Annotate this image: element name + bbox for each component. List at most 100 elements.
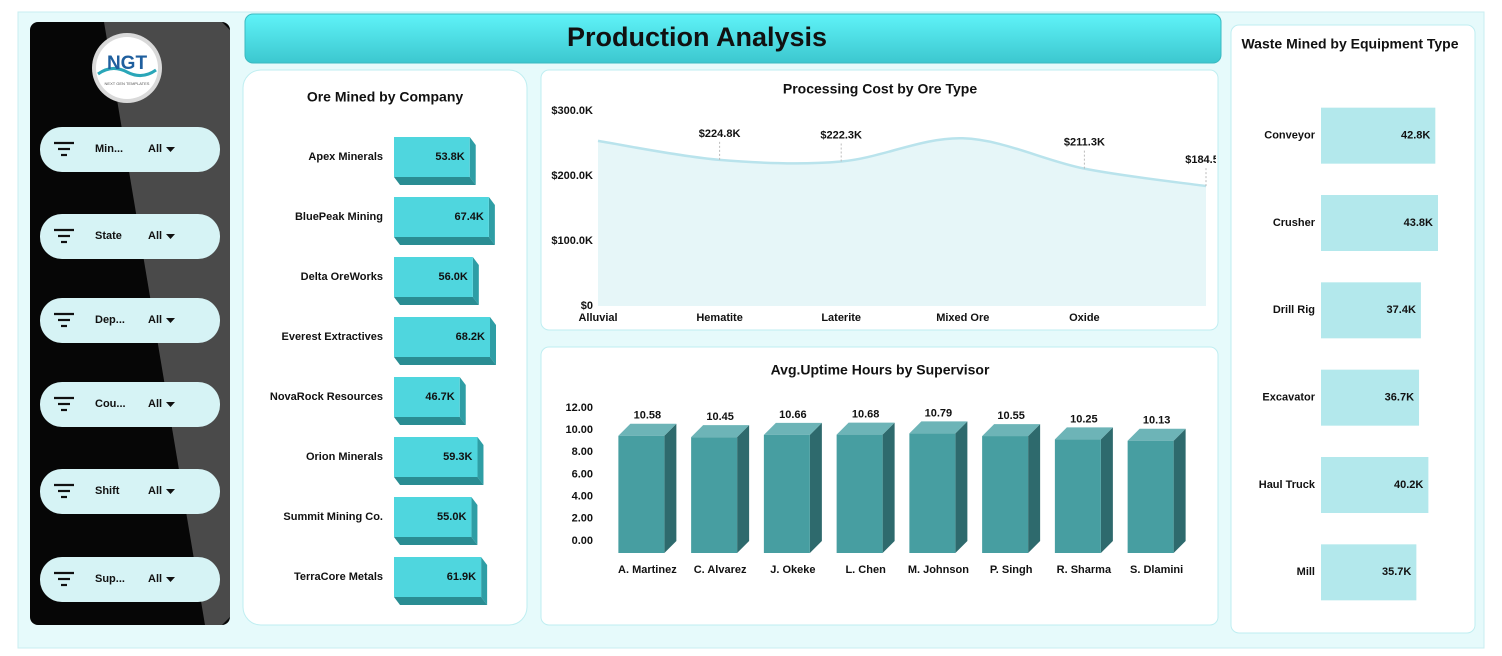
dropdown-caret: [166, 489, 175, 494]
x-tick-label: R. Sharma: [1057, 564, 1112, 576]
bar-bottom: [394, 297, 479, 305]
filter-pill[interactable]: [40, 127, 220, 172]
x-tick-label: L. Chen: [845, 564, 886, 576]
x-tick-label: P. Singh: [990, 564, 1033, 576]
bar-side: [471, 497, 478, 545]
category-label: Mill: [1297, 566, 1315, 578]
category-label: Conveyor: [1264, 130, 1315, 142]
bar-side: [1028, 424, 1041, 553]
category-label: Delta OreWorks: [301, 271, 383, 283]
filter-value: All: [148, 230, 162, 242]
x-tick-label: Oxide: [1069, 312, 1100, 324]
category-label: NovaRock Resources: [270, 391, 383, 403]
bar: [618, 435, 665, 553]
filter-pill[interactable]: [40, 382, 220, 427]
filter-value: All: [148, 398, 162, 410]
bar: [1321, 195, 1438, 251]
chart-title: Waste Mined by Equipment Type: [1241, 36, 1458, 52]
x-tick-label: Laterite: [821, 312, 861, 324]
value-label: 40.2K: [1394, 479, 1423, 491]
bar-side: [882, 422, 895, 553]
y-tick-label: $200.0K: [551, 170, 593, 182]
bar: [1321, 282, 1421, 339]
filter-value: All: [148, 314, 162, 326]
value-label: 67.4K: [455, 211, 484, 223]
category-label: Everest Extractives: [281, 331, 383, 343]
bar: [1127, 440, 1174, 553]
page-title: Production Analysis: [567, 22, 827, 52]
area-fill: [598, 138, 1206, 306]
value-label: 46.7K: [425, 391, 454, 403]
dropdown-caret: [166, 318, 175, 323]
value-label: 55.0K: [437, 511, 466, 523]
category-label: BluePeak Mining: [295, 211, 383, 223]
bar-top: [691, 425, 750, 438]
bar: [394, 197, 489, 237]
value-label: 10.66: [779, 409, 807, 421]
bar-side: [488, 197, 495, 245]
bar-side: [1173, 428, 1186, 553]
filter-pill[interactable]: [40, 469, 220, 514]
y-tick-label: 12.00: [565, 402, 593, 414]
bar-side: [472, 257, 479, 305]
bar-bottom: [394, 477, 484, 485]
logo-text: NGT: [107, 53, 148, 74]
category-label: Crusher: [1273, 217, 1316, 229]
bar-bottom: [394, 237, 495, 245]
bar: [394, 557, 482, 597]
value-label: 61.9K: [447, 571, 476, 583]
value-label: 56.0K: [438, 271, 467, 283]
area-line: [597, 137, 1207, 188]
bar-side: [481, 557, 488, 605]
x-tick-label: Alluvial: [578, 312, 617, 324]
value-label: $184.5K: [1185, 154, 1227, 166]
value-label: 36.7K: [1385, 392, 1414, 404]
category-label: Summit Mining Co.: [283, 511, 383, 523]
filter-pill[interactable]: [40, 298, 220, 343]
dropdown-caret: [166, 147, 175, 152]
filter-pill[interactable]: [40, 214, 220, 259]
bar: [763, 434, 810, 553]
bar-bottom: [394, 597, 488, 605]
bar-side: [664, 423, 677, 553]
y-tick-label: $0: [581, 300, 593, 312]
y-tick-label: 2.00: [572, 513, 593, 525]
category-label: TerraCore Metals: [294, 571, 383, 583]
label-layer: $224.8K $222.3K $211.3K $184.5K: [699, 128, 1227, 187]
value-label: 68.2K: [456, 331, 485, 343]
x-tick-label: J. Okeke: [770, 564, 815, 576]
bar-side: [737, 425, 750, 553]
bar-top: [1127, 428, 1186, 441]
bar-top: [618, 423, 677, 436]
bar-side: [469, 137, 476, 185]
bar-bottom: [394, 177, 476, 185]
value-label: 37.4K: [1387, 304, 1416, 316]
x-tick-label: A. Martinez: [618, 564, 677, 576]
bar: [394, 257, 473, 297]
filter-pill[interactable]: [40, 557, 220, 602]
x-tick-label: M. Johnson: [908, 564, 969, 576]
value-label: 10.55: [997, 410, 1025, 422]
y-tick-label: 8.00: [572, 446, 593, 458]
x-tick-label: C. Alvarez: [694, 564, 747, 576]
bar: [394, 137, 470, 177]
value-label: 10.58: [634, 410, 662, 422]
filter-label: Min...: [95, 143, 123, 155]
bar-top: [836, 422, 895, 435]
chart-title: Ore Mined by Company: [307, 89, 464, 105]
bar-side: [477, 437, 484, 485]
bar-bottom: [394, 357, 496, 365]
filter-label: State: [95, 230, 122, 242]
value-label: 43.8K: [1404, 217, 1433, 229]
chart-title: Processing Cost by Ore Type: [783, 81, 977, 97]
value-label: 10.68: [852, 409, 880, 421]
filter-label: Sup...: [95, 573, 125, 585]
filter-label: Dep...: [95, 314, 125, 326]
y-tick-label: $300.0K: [551, 105, 593, 117]
bar-side: [490, 317, 496, 365]
y-tick-label: $100.0K: [551, 235, 593, 247]
logo-subtext: NEXT GEN TEMPLATES: [105, 81, 150, 86]
bar-top: [909, 421, 968, 434]
